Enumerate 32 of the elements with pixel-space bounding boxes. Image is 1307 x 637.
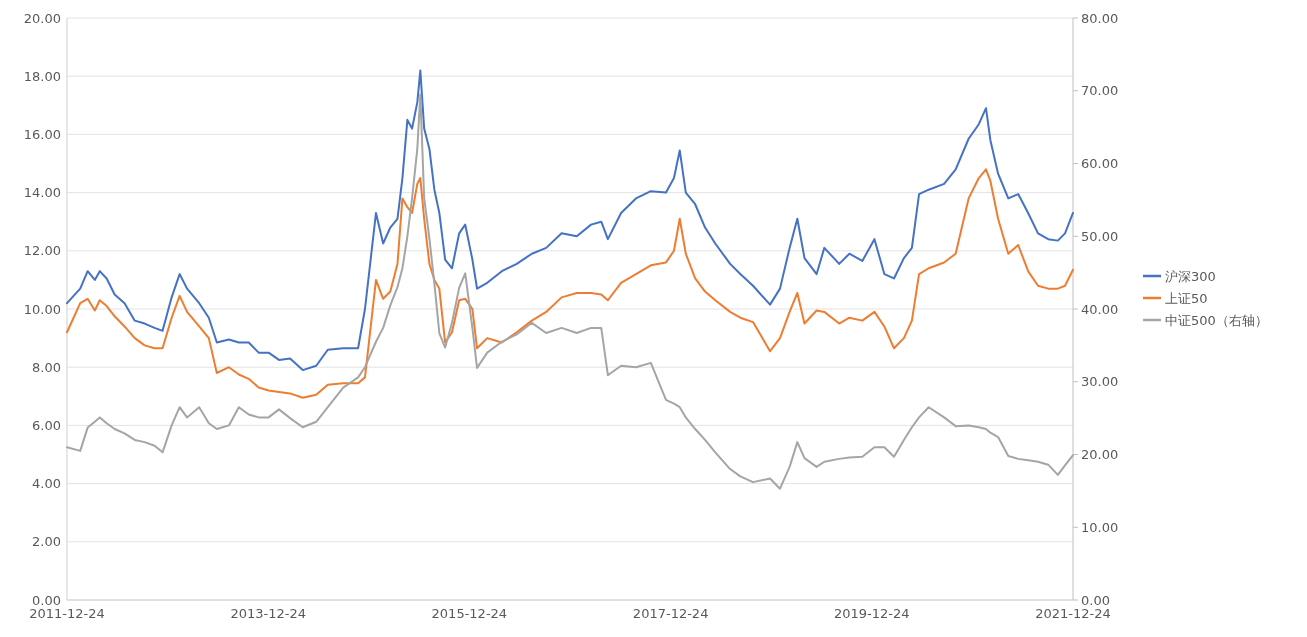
y2-tick-label: 0.00 <box>1081 592 1110 608</box>
y-tick-label: 0.00 <box>32 592 61 608</box>
y2-tick-label: 60.00 <box>1081 156 1119 172</box>
y-tick-label: 20.00 <box>23 10 61 26</box>
legend-label: 上证50 <box>1165 290 1208 306</box>
x-tick-label: 2015-12-24 <box>431 606 508 621</box>
y-tick-label: 4.00 <box>32 476 61 492</box>
y2-tick-label: 80.00 <box>1081 10 1119 26</box>
legend-label: 中证500（右轴） <box>1165 312 1268 328</box>
x-tick-label: 2013-12-24 <box>230 606 307 621</box>
y-tick-label: 18.00 <box>23 68 61 84</box>
legend-label: 沪深300 <box>1165 268 1216 284</box>
y-tick-label: 6.00 <box>32 417 61 433</box>
line-series <box>66 69 1074 372</box>
line-series <box>66 168 1074 399</box>
y-tick-label: 14.00 <box>23 185 61 201</box>
y2-tick-label: 70.00 <box>1081 83 1119 99</box>
y-tick-label: 2.00 <box>32 534 61 550</box>
y2-tick-label: 50.00 <box>1081 228 1119 244</box>
y2-tick-label: 30.00 <box>1081 374 1119 390</box>
x-tick-label: 2011-12-24 <box>29 606 105 621</box>
y2-tick-label: 20.00 <box>1081 447 1119 463</box>
x-tick-label: 2017-12-24 <box>632 606 709 621</box>
x-tick-label: 2021-12-24 <box>1035 606 1111 621</box>
x-tick-label: 2019-12-24 <box>833 606 910 621</box>
y-tick-label: 16.00 <box>23 126 61 142</box>
line-series <box>66 93 1074 490</box>
y2-tick-label: 40.00 <box>1081 301 1119 317</box>
y-tick-label: 12.00 <box>23 243 61 259</box>
y-tick-label: 10.00 <box>23 301 61 317</box>
y2-tick-label: 10.00 <box>1081 519 1119 535</box>
y-tick-label: 8.00 <box>32 359 61 375</box>
